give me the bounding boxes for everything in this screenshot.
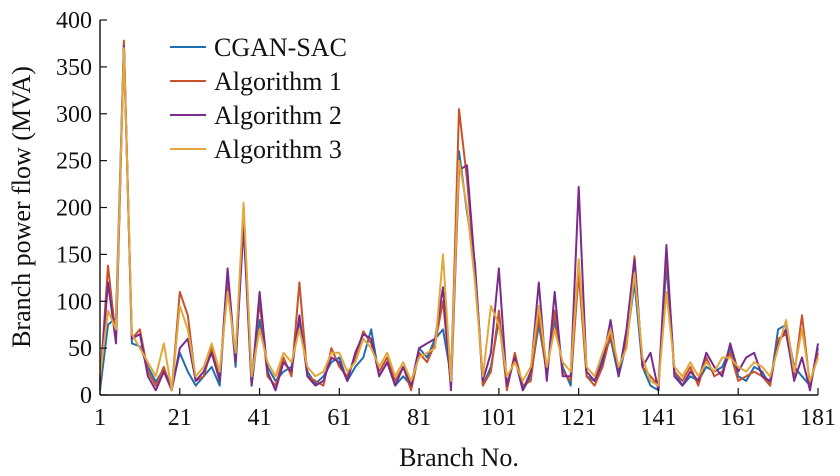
x-tick-label: 81 xyxy=(407,405,431,431)
y-tick-label: 200 xyxy=(56,196,92,222)
series-line-3 xyxy=(99,45,819,392)
y-tick-label: 400 xyxy=(56,8,92,34)
legend-label: CGAN-SAC xyxy=(214,33,347,62)
x-tick-label: 101 xyxy=(481,405,517,431)
y-tick-label: 150 xyxy=(56,242,92,268)
x-tick-label: 21 xyxy=(168,405,192,431)
series-line-2 xyxy=(99,39,819,392)
x-tick-label: 61 xyxy=(327,405,351,431)
y-tick-label: 100 xyxy=(56,289,92,315)
x-axis-title: Branch No. xyxy=(399,443,519,472)
series-line-4 xyxy=(99,47,819,392)
y-tick-label: 0 xyxy=(80,383,92,409)
y-tick-label: 300 xyxy=(56,102,92,128)
legend-label: Algorithm 1 xyxy=(214,67,342,96)
legend-label: Algorithm 3 xyxy=(214,135,342,164)
axes xyxy=(99,20,818,396)
x-tick-label: 41 xyxy=(248,405,272,431)
y-axis-title: Branch power flow (MVA) xyxy=(7,66,36,348)
plot-area xyxy=(99,39,819,392)
y-tick-label: 250 xyxy=(56,149,92,175)
x-tick-label: 141 xyxy=(640,405,676,431)
x-tick-label: 121 xyxy=(561,405,597,431)
legend: CGAN-SAC Algorithm 1 Algorithm 2 Algorithm … xyxy=(170,33,347,164)
x-tick-label: 181 xyxy=(800,405,836,431)
series-line-1 xyxy=(99,42,819,392)
legend-label: Algorithm 2 xyxy=(214,101,342,130)
x-tick-label: 1 xyxy=(94,405,106,431)
ticks: 1 21 41 61 81 101 121 141 161 1810501001502002503… xyxy=(56,8,836,431)
y-tick-label: 350 xyxy=(56,55,92,81)
y-tick-label: 50 xyxy=(68,336,92,362)
x-tick-label: 161 xyxy=(720,405,756,431)
